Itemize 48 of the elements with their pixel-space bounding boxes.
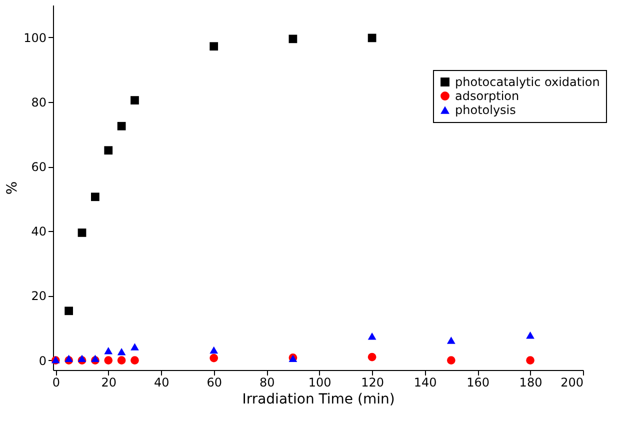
point: [104, 356, 113, 364]
point: [368, 332, 376, 340]
y-tick-label: 60: [31, 160, 46, 174]
point: [64, 354, 74, 362]
x-tick-label: 60: [206, 376, 222, 390]
point: [446, 336, 456, 344]
point: [526, 356, 534, 364]
x-tick-label: 80: [259, 376, 275, 390]
point: [130, 356, 139, 364]
legend-label: adsorption: [455, 89, 520, 103]
point: [130, 96, 139, 104]
point: [288, 34, 298, 44]
point: [64, 306, 74, 316]
point: [368, 352, 376, 362]
x-tick-label: 180: [519, 376, 542, 390]
point: [117, 122, 126, 130]
x-tick-label: 20: [101, 376, 117, 390]
y-tick-label: 40: [31, 224, 46, 239]
point: [78, 228, 86, 237]
y-tick-label: 20: [31, 289, 46, 304]
x-tick-label: 200: [560, 376, 584, 390]
point: [526, 331, 534, 339]
x-tick-label: 40: [154, 376, 170, 390]
x-tick-label: 160: [466, 376, 490, 390]
x-tick-label: 140: [414, 376, 437, 390]
point: [130, 343, 139, 350]
x-tick-label: 120: [361, 376, 384, 390]
x-axis-title: Irradiation Time (min): [242, 392, 395, 408]
point: [91, 192, 100, 202]
x-tick-label: 0: [52, 376, 60, 390]
y-tick-label: 80: [31, 95, 46, 110]
point: [368, 34, 376, 42]
point: [104, 346, 113, 354]
point: [117, 348, 126, 356]
point: [91, 354, 100, 362]
point: [210, 354, 218, 362]
y-tick-label: 100: [24, 30, 46, 45]
point: [210, 42, 218, 51]
point: [446, 356, 456, 364]
legend-label: photocatalytic oxidation: [455, 75, 600, 89]
point: [117, 356, 126, 364]
x-tick-label: 100: [308, 376, 332, 390]
y-tick-label: 0: [38, 354, 46, 368]
y-axis-title: %: [4, 181, 21, 195]
point: [78, 354, 86, 362]
point: [210, 346, 218, 354]
legend-label: photolysis: [455, 103, 516, 117]
point: [104, 146, 113, 155]
